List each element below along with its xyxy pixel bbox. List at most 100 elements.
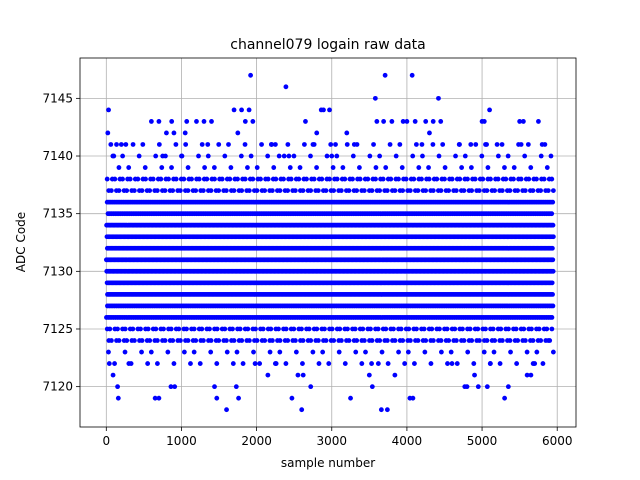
data-point [338,338,344,343]
data-point [188,361,193,366]
data-point [405,349,411,355]
data-point [251,349,256,355]
data-point [120,153,126,159]
data-point [337,326,343,332]
data-point [385,361,391,366]
data-point [541,176,547,182]
data-point [454,361,460,366]
data-point [160,153,166,159]
data-point [126,165,132,170]
data-point [140,142,146,147]
data-point [199,326,205,332]
data-point [507,188,513,194]
data-point [375,326,381,332]
data-point [547,338,553,343]
data-point [139,188,145,194]
data-point [155,361,160,366]
data-point [300,372,306,378]
data-point [159,165,165,170]
data-point [127,176,133,182]
data-point [254,338,260,343]
data-point [419,142,425,147]
data-point [361,338,367,343]
x-axis-label: sample number [281,456,375,470]
data-point [122,326,128,332]
data-point [314,130,320,136]
data-point [136,153,142,159]
data-point [369,338,375,343]
data-point [296,176,302,182]
data-point [226,142,231,147]
data-point [323,188,329,194]
data-point [423,338,429,343]
data-point [402,361,408,366]
data-point [484,142,489,147]
data-point [216,142,222,147]
data-point [239,107,244,113]
data-point [281,153,287,159]
data-point [526,176,532,182]
data-point [234,349,240,355]
data-point [262,338,268,343]
data-point [452,326,458,332]
data-point [300,338,306,343]
data-point [374,119,380,124]
data-point [511,165,517,170]
data-point [250,176,256,182]
data-point [173,176,179,182]
data-point [536,119,541,124]
data-point [156,119,162,124]
data-point [384,407,390,413]
data-point [409,72,415,78]
data-point [246,107,252,113]
data-point [511,176,516,182]
data-point [276,153,282,159]
data-point [514,361,520,366]
data-point [491,349,497,355]
data-point [303,119,308,124]
data-point [194,119,199,124]
data-point [196,153,201,159]
data-point [185,338,191,343]
data-point [487,361,493,366]
data-point [428,361,434,366]
data-point [168,326,174,332]
data-point [384,188,390,194]
data-point [430,338,436,343]
data-point [191,326,197,332]
x-tick-label: 6000 [542,434,573,448]
data-point [276,326,281,332]
data-point [242,176,248,182]
data-point [115,395,121,401]
data-point [185,165,191,170]
data-point [328,142,334,147]
data-point [387,142,393,147]
x-tick-label: 4000 [392,434,423,448]
data-point [308,153,313,159]
data-point [324,153,330,159]
data-point [120,176,125,182]
data-point [518,142,524,147]
data-point [181,349,187,355]
data-point [353,349,359,355]
data-point [169,119,175,124]
data-point [365,176,371,182]
data-point [520,119,526,124]
data-point [273,176,279,182]
data-point [109,338,114,343]
data-point [181,176,187,182]
data-point [505,153,511,159]
data-point [308,384,314,390]
data-point [108,142,114,147]
data-point [208,188,214,194]
y-tick-label: 7125 [42,322,73,336]
data-point [310,142,316,147]
data-point [436,153,442,159]
data-point [212,176,217,182]
data-point [461,338,467,343]
data-point [449,361,455,366]
data-point [420,153,425,159]
data-point [473,142,479,147]
data-point [235,130,241,136]
